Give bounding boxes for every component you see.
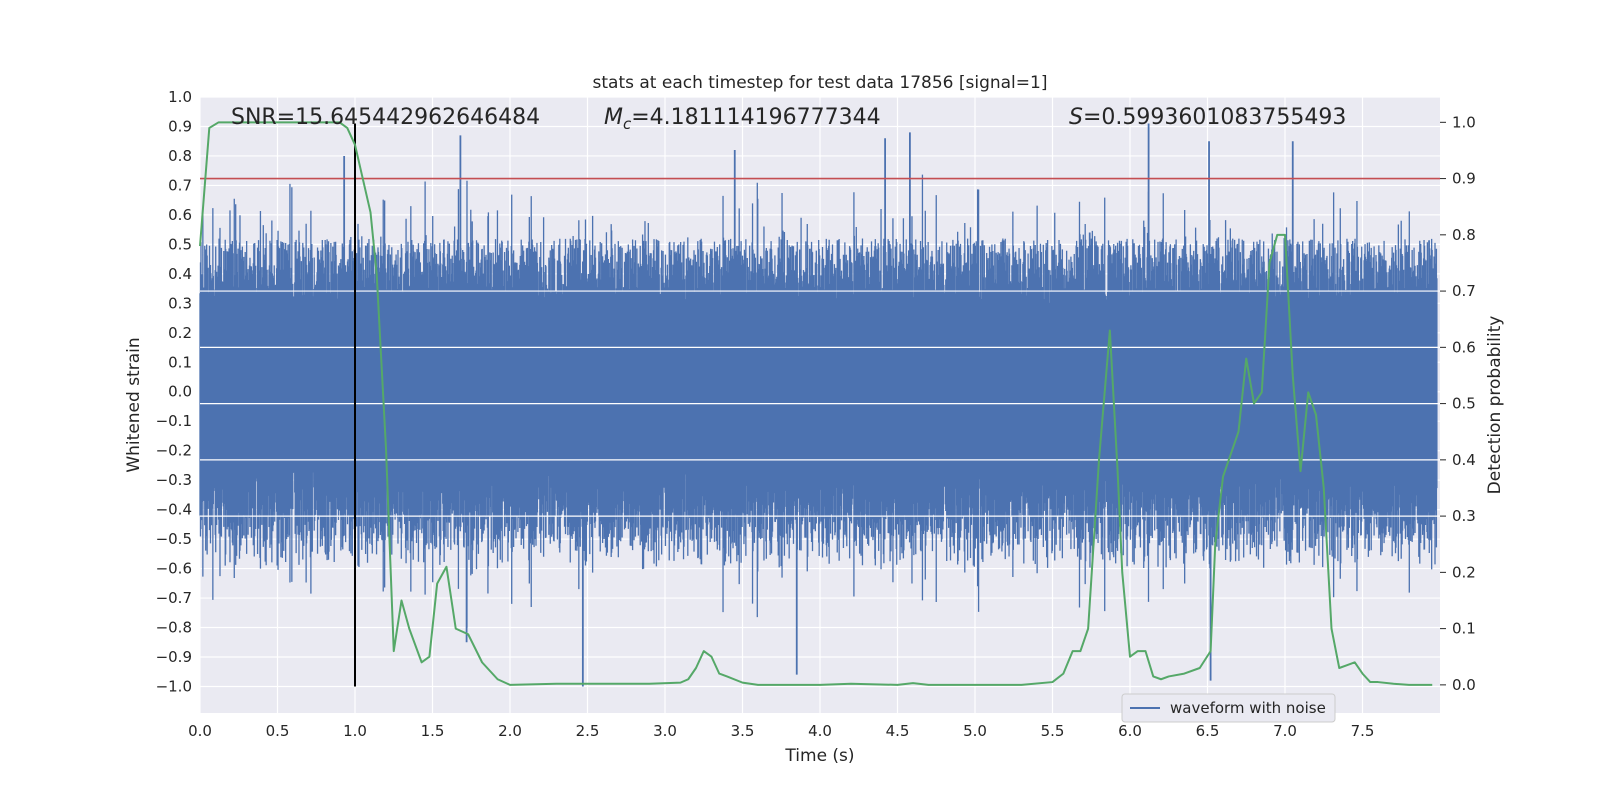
tick-labels: 0.0 0.5 1.0 1.5 2.0 2.5 3.0 3.5 4.0 4.5 5.0 5.5 6.0 6… [156, 88, 1476, 740]
y-right-tick-label: 0.1 [1452, 620, 1476, 638]
x-tick-label: 7.0 [1273, 722, 1297, 740]
legend-label-waveform: waveform with noise [1170, 699, 1326, 717]
x-tick-label: 0.5 [266, 722, 290, 740]
chart-title: stats at each timestep for test data 178… [593, 73, 1048, 93]
y-right-tick-label: 0.7 [1452, 282, 1476, 300]
y-left-tick-label: 0.0 [168, 383, 192, 401]
y-left-tick-label: 1.0 [168, 88, 192, 106]
y-left-tick-label: −0.6 [156, 560, 192, 578]
y-left-tick-label: 0.1 [168, 353, 192, 371]
y-left-tick-label: −0.4 [156, 501, 192, 519]
snr-annotation: SNR=15.645442962646484 [231, 105, 540, 130]
y-right-tick-label: 0.2 [1452, 563, 1476, 581]
y-left-tick-label: 0.7 [168, 176, 192, 194]
y-right-tick-label: 0.3 [1452, 507, 1476, 525]
x-tick-label: 6.0 [1118, 722, 1142, 740]
y-left-tick-label: 0.4 [168, 265, 192, 283]
x-tick-label: 4.0 [808, 722, 832, 740]
x-tick-label: 1.0 [343, 722, 367, 740]
x-tick-label: 1.5 [421, 722, 445, 740]
x-tick-label: 6.5 [1196, 722, 1220, 740]
y-right-tick-label: 0.8 [1452, 226, 1476, 244]
x-tick-label: 5.0 [963, 722, 987, 740]
y-left-tick-label: −0.5 [156, 530, 192, 548]
s-annotation: S=0.5993601083755493 [1069, 105, 1346, 130]
y-left-tick-label: −0.9 [156, 648, 192, 666]
x-tick-label: 5.5 [1041, 722, 1065, 740]
x-tick-label: 2.5 [576, 722, 600, 740]
y-right-tick-label: 0.4 [1452, 451, 1476, 469]
y-left-tick-label: 0.3 [168, 294, 192, 312]
waveform-series-line [199, 174, 1438, 628]
y-axis-right-label: Detection probability [1485, 316, 1505, 495]
overlay-layer [199, 121, 1440, 687]
x-axis-label: Time (s) [784, 746, 854, 766]
legend-box [1121, 693, 1336, 723]
y-axis-left-label: Whitened strain [124, 337, 144, 472]
x-tick-label: 0.0 [188, 722, 212, 740]
x-tick-label: 3.0 [653, 722, 677, 740]
y-left-tick-label: 0.8 [168, 147, 192, 165]
y-left-tick-label: −0.8 [156, 619, 192, 637]
chirp-mass-annotation: Mc=4.181114196777344 [604, 105, 881, 133]
y-right-tick-label: 0.9 [1452, 170, 1476, 188]
y-right-tick-label: 0.6 [1452, 338, 1476, 356]
y-left-tick-label: −0.2 [156, 442, 192, 460]
y-left-tick-label: 0.2 [168, 324, 192, 342]
y-right-tick-label: 0.0 [1452, 676, 1476, 694]
y-left-tick-label: 0.5 [168, 235, 192, 253]
x-tick-label: 7.5 [1351, 722, 1375, 740]
x-tick-label: 2.0 [498, 722, 522, 740]
legend: waveform with noise [1121, 693, 1336, 723]
y-right-tick-label: 1.0 [1452, 113, 1476, 131]
y-left-tick-label: −1.0 [156, 677, 192, 695]
y-left-tick-label: −0.1 [156, 412, 192, 430]
y-left-tick-label: 0.9 [168, 117, 192, 135]
y-left-tick-label: 0.6 [168, 206, 192, 224]
x-tick-label: 4.5 [886, 722, 910, 740]
y-left-tick-label: −0.7 [156, 589, 192, 607]
y-left-tick-label: −0.3 [156, 471, 192, 489]
detection-probability-line [199, 121, 1433, 686]
y-right-tick-label: 0.5 [1452, 395, 1476, 413]
x-tick-label: 3.5 [731, 722, 755, 740]
